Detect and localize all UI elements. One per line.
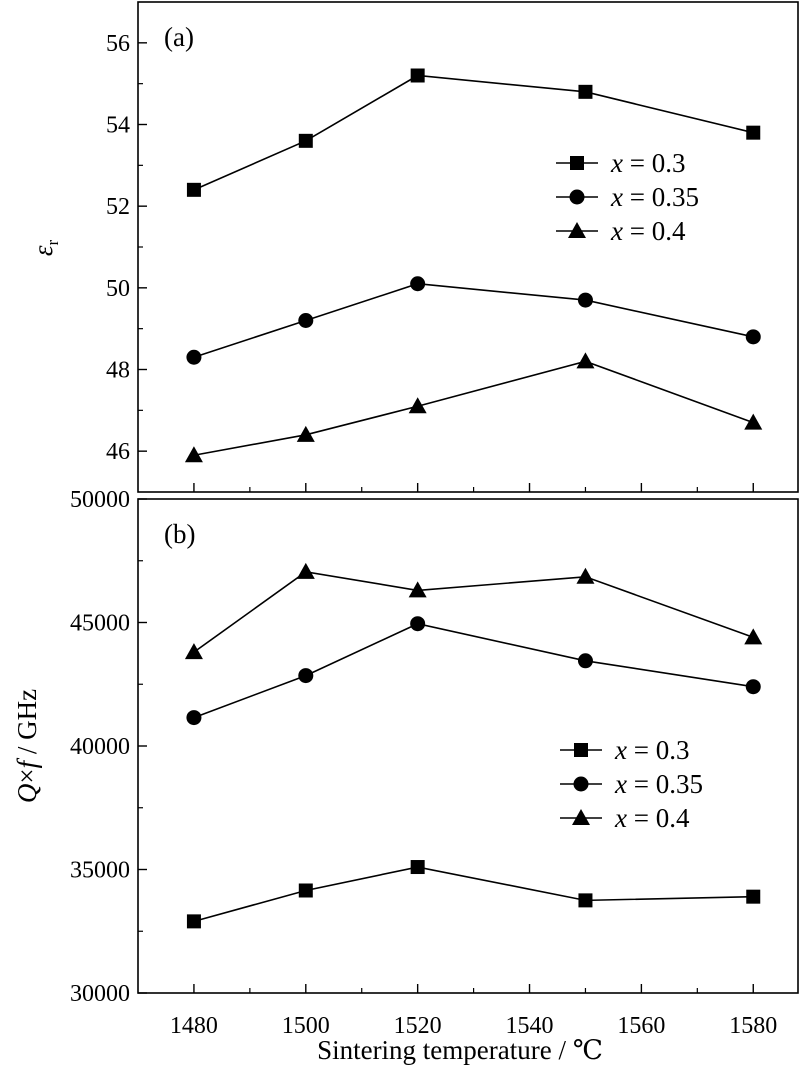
panel-a-legend-label-0: x = 0.3 xyxy=(610,148,685,178)
panel-b-series-0-point xyxy=(186,914,201,929)
panel-b-x-tick-label: 1540 xyxy=(506,1013,554,1039)
panel-a-y-tick-label: 48 xyxy=(106,358,130,384)
panel-b-legend-label-0: x = 0.3 xyxy=(614,735,689,765)
panel-a-series-1-point xyxy=(410,276,426,292)
panel-b-series-2-point xyxy=(744,628,763,645)
panel-b-series-0-point xyxy=(410,860,425,875)
panel-a-series-1-point xyxy=(577,292,593,308)
panel-a-y-tick-label: 52 xyxy=(106,194,130,220)
panel-b-series-1-point xyxy=(577,653,593,669)
panel-b-series-2-point xyxy=(408,581,427,598)
panel-a-series-0-point xyxy=(298,133,313,148)
panel-a-y-tick-label: 46 xyxy=(106,439,130,465)
panel-b-legend-marker xyxy=(572,809,590,825)
panel-b-series-1-point xyxy=(410,616,426,632)
panel-a-legend-label-1: x = 0.35 xyxy=(610,182,699,212)
panel-b-legend-label-1: x = 0.35 xyxy=(614,769,703,799)
panel-b-y-axis-title: Q×f / GHz xyxy=(12,689,42,803)
panel-b-series-1-point xyxy=(298,668,314,684)
panel-a-label: (a) xyxy=(164,22,194,52)
panel-b-series-1-point xyxy=(745,679,761,695)
panel-b-series-2-point xyxy=(576,567,595,584)
panel-a-series-2-point xyxy=(296,425,315,442)
panel-a-series-0-point xyxy=(186,182,201,197)
panel-a-y-tick-label: 56 xyxy=(106,31,130,57)
panel-b-series-0-point xyxy=(746,889,761,904)
panel-b-y-tick-label: 30000 xyxy=(70,981,130,1007)
panel-a-series-1-point xyxy=(186,349,202,365)
panel-a-y-tick-label: 50 xyxy=(106,276,130,302)
panel-b-series-2-point xyxy=(184,643,203,660)
panel-a-legend-marker xyxy=(570,156,584,170)
panel-a-series-0-point xyxy=(410,68,425,83)
panel-b-y-tick-label: 50000 xyxy=(70,487,130,513)
panel-b-legend-marker xyxy=(573,776,589,792)
panel-b-x-tick-label: 1560 xyxy=(617,1013,665,1039)
panel-b-y-tick-label: 35000 xyxy=(70,858,130,884)
panel-b-x-axis-title: Sintering temperature / ℃ xyxy=(317,1035,603,1065)
panel-b-x-tick-label: 1480 xyxy=(170,1013,218,1039)
panel-b-legend-label-2: x = 0.4 xyxy=(614,803,690,833)
panel-a-series-2-point xyxy=(184,446,203,463)
panel-a-series-2-point xyxy=(408,397,427,414)
panel-a-series-2-point xyxy=(576,352,595,369)
panel-a-legend-marker xyxy=(568,222,586,238)
panel-b-x-tick-label: 1500 xyxy=(282,1013,330,1039)
panel-b-series-0-point xyxy=(578,893,593,908)
panel-b-x-tick-label: 1520 xyxy=(394,1013,442,1039)
panel-b-series-2-point xyxy=(296,562,315,579)
panel-b-label: (b) xyxy=(164,519,195,549)
panel-b-series-1-point xyxy=(186,710,202,726)
panel-b-y-tick-label: 45000 xyxy=(70,611,130,637)
panel-a-series-2-point xyxy=(744,413,763,430)
panel-a-series-0-point xyxy=(746,125,761,140)
panel-a-legend-marker xyxy=(569,189,585,205)
panel-a-y-axis-title: εr xyxy=(28,240,62,257)
panel-a-series-1-point xyxy=(745,329,761,345)
panel-a-y-tick-label: 54 xyxy=(106,113,130,139)
panel-b-legend-marker xyxy=(574,743,588,757)
panel-b-y-tick-label: 40000 xyxy=(70,734,130,760)
panel-a-legend-label-2: x = 0.4 xyxy=(610,216,686,246)
panel-a-series-1-point xyxy=(298,313,314,328)
panel-b-series-0-point xyxy=(298,883,313,898)
panel-b-x-tick-label: 1580 xyxy=(729,1013,777,1039)
panel-a-series-0-point xyxy=(578,84,593,99)
